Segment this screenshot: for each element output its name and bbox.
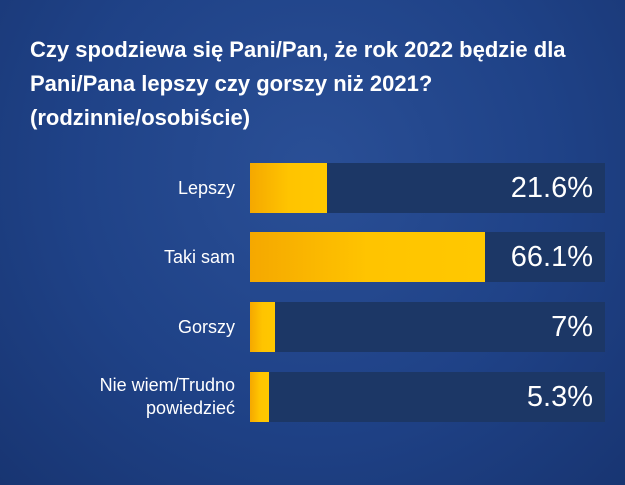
category-label: Lepszy <box>177 177 235 198</box>
bar-row: Gorszy 7% <box>0 302 625 352</box>
data-label: 21.6% <box>510 171 593 204</box>
data-label: 66.1% <box>510 240 593 273</box>
bar-row: Nie wiem/Trudno powiedzieć 5.3% <box>0 372 625 422</box>
bar-track: 66.1% <box>250 232 605 282</box>
bar-row: Lepszy 21.6% <box>0 163 625 213</box>
data-label: 7% <box>551 310 593 343</box>
bar <box>250 232 485 282</box>
data-label: 5.3% <box>526 380 593 413</box>
category-label: Nie wiem/Trudno powiedzieć <box>99 375 235 418</box>
bar-row: Taki sam 66.1% <box>0 232 625 282</box>
bar-track: 5.3% <box>250 372 605 422</box>
bar-track: 21.6% <box>250 163 605 213</box>
category-label: Taki sam <box>163 246 235 267</box>
bar-track: 7% <box>250 302 605 352</box>
category-label: Gorszy <box>177 316 235 337</box>
bar <box>250 372 269 422</box>
bar <box>250 163 327 213</box>
bar <box>250 302 275 352</box>
chart-title: Czy spodziewa się Pani/Pan, że rok 2022 … <box>30 37 566 130</box>
